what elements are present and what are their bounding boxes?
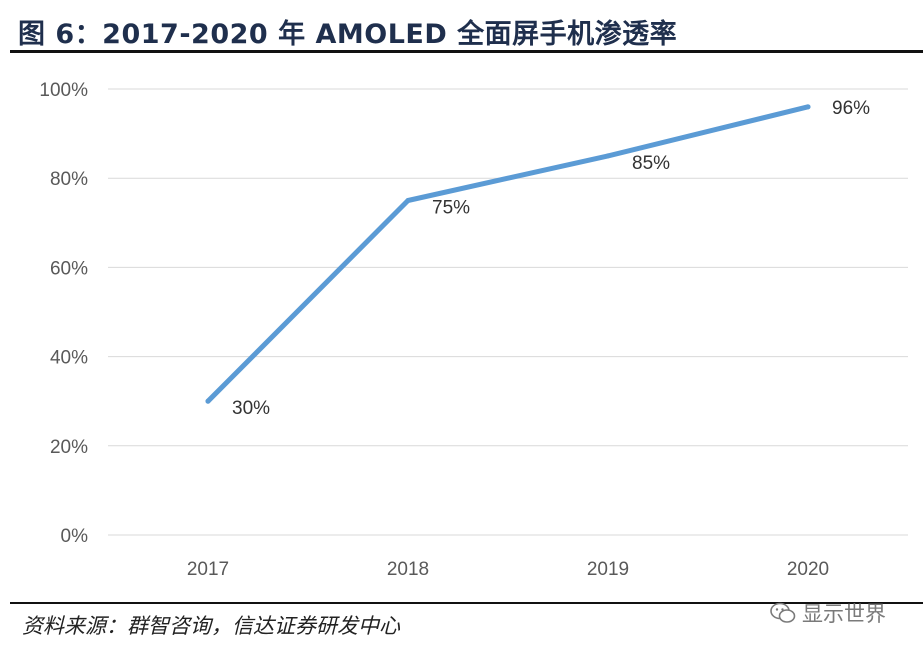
- data-label: 96%: [832, 98, 870, 119]
- title-divider: [10, 50, 923, 53]
- y-tick-label: 20%: [50, 437, 88, 458]
- y-tick-label: 60%: [50, 258, 88, 279]
- chart-title: 图 6：2017-2020 年 AMOLED 全面屏手机渗透率: [18, 19, 678, 50]
- y-tick-label: 0%: [61, 526, 89, 547]
- data-point: [805, 104, 811, 110]
- y-tick-label: 40%: [50, 348, 88, 369]
- x-tick-label: 2017: [187, 559, 229, 580]
- series-line: [205, 104, 811, 404]
- line-chart: 0% 20% 40% 60% 80% 100% 2017 2018 2019 2020 30% 75%…: [39, 80, 908, 580]
- data-point: [405, 198, 411, 203]
- wechat-icon: [770, 602, 796, 623]
- data-point: [205, 398, 211, 404]
- watermark-text: 显示世界: [802, 602, 886, 626]
- data-label: 30%: [232, 398, 270, 419]
- data-label: 85%: [632, 153, 670, 174]
- data-point: [605, 153, 611, 159]
- x-tick-label: 2018: [387, 559, 429, 580]
- watermark: 显示世界: [770, 598, 886, 628]
- footer-divider: [10, 602, 923, 604]
- x-tick-label: 2019: [587, 559, 629, 580]
- x-tick-label: 2020: [787, 559, 829, 580]
- y-tick-label: 80%: [50, 169, 88, 190]
- y-tick-label: 100%: [39, 80, 88, 101]
- source-note: 资料来源：群智咨询，信达证券研发中心: [22, 614, 400, 638]
- data-label: 75%: [432, 198, 470, 219]
